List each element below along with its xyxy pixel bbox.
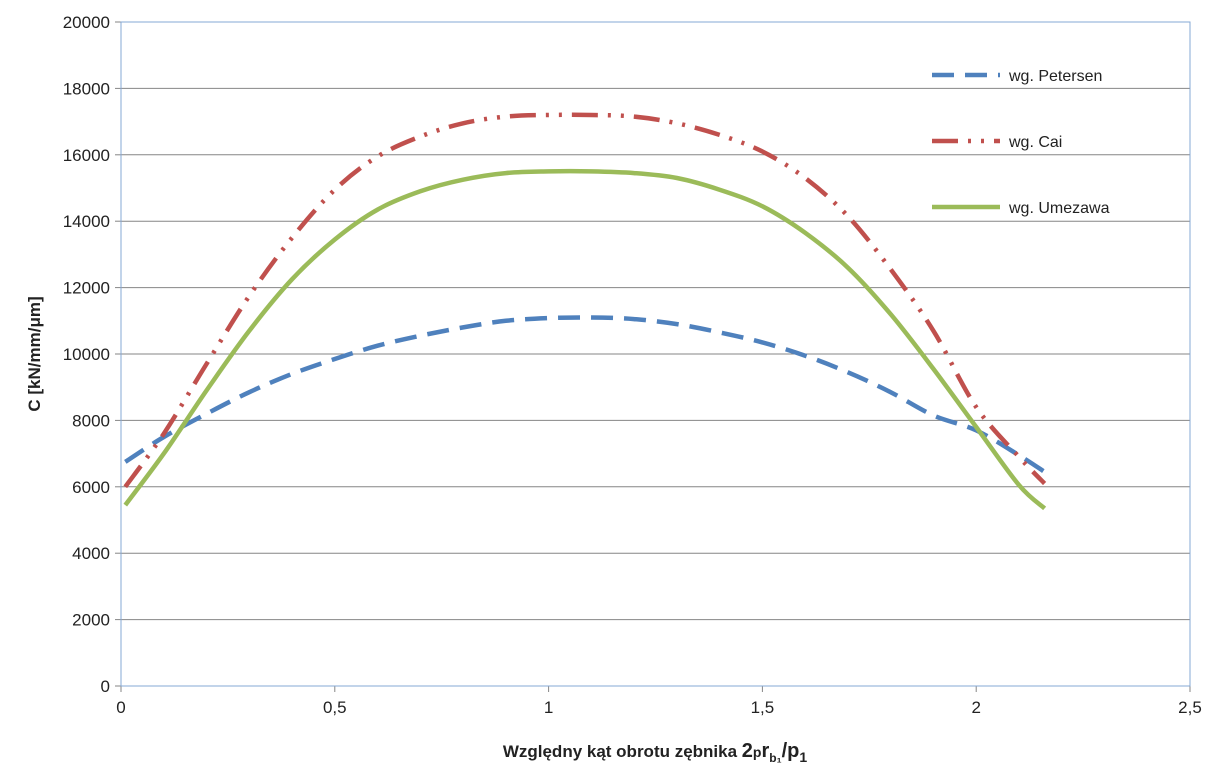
- series-line-wg-umezawa: [123, 168, 1047, 511]
- x-tick-label: 2,5: [1178, 698, 1202, 717]
- series-lines: [123, 112, 1047, 511]
- gridlines: [115, 21, 1191, 692]
- y-tick-label: 4000: [72, 544, 110, 563]
- x-axis-title-two: 2: [742, 740, 753, 762]
- y-tick-label: 20000: [63, 13, 110, 32]
- series-line-wg-cai: [123, 112, 1047, 489]
- y-tick-label: 16000: [63, 146, 110, 165]
- y-tick-label: 12000: [63, 279, 110, 298]
- y-tick-label: 8000: [72, 411, 110, 430]
- y-tick-label: 0: [101, 677, 110, 696]
- x-tick-label: 0: [116, 698, 125, 717]
- x-tick-label: 0,5: [323, 698, 347, 717]
- x-tick-labels: 0 0,5 1 1,5 2 2,5: [116, 698, 1202, 717]
- y-tick-label: 2000: [72, 611, 110, 630]
- legend: wg. Petersen wg. Cai wg. Umezawa: [932, 68, 1110, 217]
- y-tick-label: 14000: [63, 212, 110, 231]
- x-axis-title-main: Względny kąt obrotu zębnika: [503, 742, 742, 761]
- legend-label: wg. Cai: [1008, 134, 1062, 151]
- x-tick-label: 1,5: [751, 698, 775, 717]
- legend-label: wg. Umezawa: [1008, 200, 1110, 217]
- y-tick-labels: 0 2000 4000 6000 8000 10000 12000 14000 16000 180…: [63, 13, 110, 696]
- y-tick-label: 10000: [63, 345, 110, 364]
- x-axis-title-slash-p: /p: [782, 740, 800, 762]
- x-axis-title: Względny kąt obrotu zębnika 2prb₁/p1: [503, 740, 808, 765]
- y-tick-label: 6000: [72, 478, 110, 497]
- x-axis-title-r: r: [761, 740, 769, 762]
- legend-label: wg. Petersen: [1008, 68, 1102, 85]
- x-tick-label: 1: [544, 698, 553, 717]
- y-axis-title: C [kN/mm/μm]: [25, 296, 44, 411]
- x-axis-title-sub-b1: b₁: [769, 751, 781, 765]
- plot-area-border: [120, 21, 1191, 687]
- series-line-wg-petersen: [124, 315, 1046, 474]
- x-tick-label: 2: [971, 698, 980, 717]
- x-axis-title-p: p: [753, 744, 762, 760]
- y-tick-label: 18000: [63, 79, 110, 98]
- x-axis-title-sub-1: 1: [799, 749, 807, 765]
